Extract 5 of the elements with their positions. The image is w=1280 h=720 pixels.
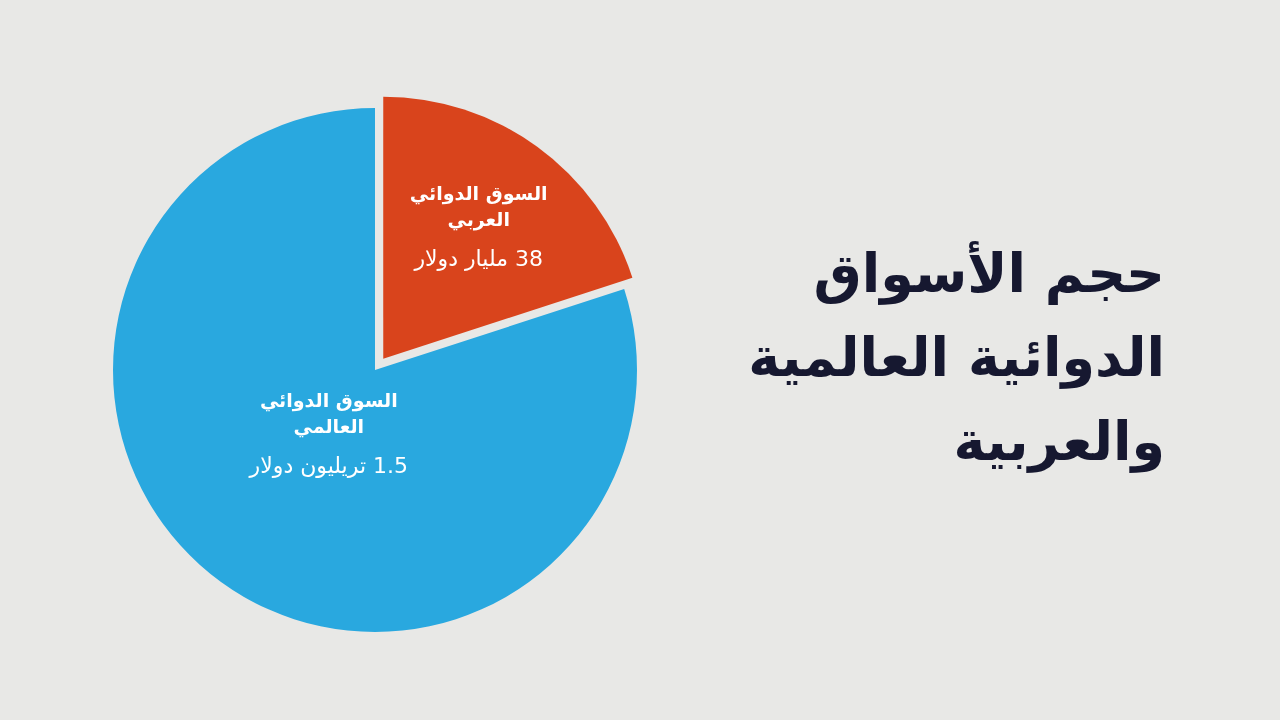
- text: حجم الأسواق الدوائية العالمية والعربية: [747, 240, 1165, 475]
- text: 1.5 تريليون دولار: [247, 451, 409, 480]
- slice-label: السوق الدوائي العالمي: [258, 387, 399, 439]
- text: 38 مليار دولار: [412, 245, 544, 274]
- slice-label: السوق الدوائي العربي: [408, 181, 549, 233]
